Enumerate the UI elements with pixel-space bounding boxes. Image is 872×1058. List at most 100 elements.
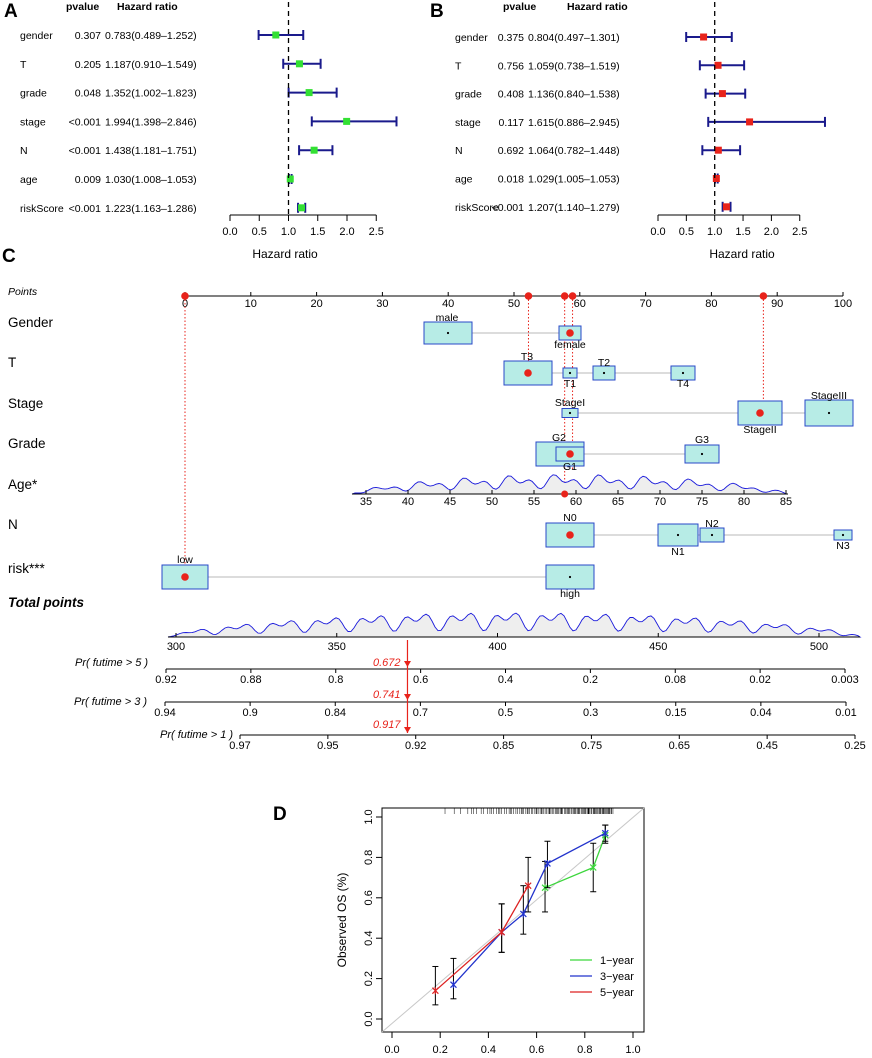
x-tick-label: 0.5 bbox=[252, 226, 267, 238]
probability-tick-label: 0.88 bbox=[240, 674, 261, 686]
row-hazard-ratio: 1.136(0.840–1.538) bbox=[528, 89, 620, 101]
y-tick-label: 0.8 bbox=[363, 850, 375, 865]
category-box-n0-label: N0 bbox=[563, 512, 577, 524]
age-tick-label: 40 bbox=[402, 496, 414, 508]
row-name: N bbox=[455, 145, 463, 157]
age-tick-label: 60 bbox=[570, 496, 582, 508]
x-tick-label: 0.0 bbox=[384, 1044, 399, 1056]
x-tick-label: 0.2 bbox=[433, 1044, 448, 1056]
x-tick-label: 0.6 bbox=[529, 1044, 544, 1056]
row-hazard-ratio: 1.029(1.005–1.053) bbox=[528, 174, 620, 186]
row-hazard-ratio: 0.804(0.497–1.301) bbox=[528, 32, 620, 44]
y-tick-label: 0.6 bbox=[363, 890, 375, 905]
category-dot bbox=[602, 371, 606, 375]
category-dot bbox=[446, 331, 450, 335]
points-tick-label: 20 bbox=[310, 298, 322, 310]
hr-marker bbox=[712, 175, 720, 182]
probability-tick-label: 0.84 bbox=[325, 707, 346, 719]
row-name: grade bbox=[455, 89, 482, 101]
series-line-0 bbox=[544, 834, 606, 889]
x-tick-label: 0.5 bbox=[679, 226, 694, 238]
hazard-ratio-header: Hazard ratio bbox=[117, 1, 178, 13]
x-tick-label: 0.0 bbox=[650, 226, 665, 238]
points-tick-label: 60 bbox=[574, 298, 586, 310]
row-pvalue: <0.001 bbox=[69, 145, 102, 157]
total-points-density bbox=[167, 612, 862, 638]
probability-tick-label: 0.95 bbox=[317, 740, 338, 752]
probability-tick-label: 0.7 bbox=[413, 707, 428, 719]
probability-tick-label: 0.92 bbox=[155, 674, 176, 686]
legend-label: 5−year bbox=[600, 987, 634, 999]
points-label: Points bbox=[8, 286, 38, 298]
hr-marker bbox=[286, 175, 294, 183]
probability-tick-label: 0.97 bbox=[229, 740, 250, 752]
row-pvalue: 0.307 bbox=[75, 30, 101, 42]
pvalue-header: pvalue bbox=[66, 1, 99, 13]
hr-marker bbox=[305, 89, 313, 97]
x-tick-label: 1.0 bbox=[707, 226, 722, 238]
age-density bbox=[351, 474, 788, 495]
x-tick-label: 1.0 bbox=[281, 226, 296, 238]
row-name: riskScore bbox=[20, 203, 64, 215]
row-hazard-ratio: 1.030(1.008–1.053) bbox=[105, 174, 197, 186]
row-hazard-ratio: 1.438(1.181–1.751) bbox=[105, 145, 197, 157]
hr-marker bbox=[718, 90, 726, 98]
probability-tick-label: 0.25 bbox=[844, 740, 865, 752]
probability-tick-label: 0.01 bbox=[835, 707, 856, 719]
age-tick-label: 55 bbox=[528, 496, 540, 508]
row-hazard-ratio: 1.352(1.002–1.823) bbox=[105, 88, 197, 100]
panel-label-b: B bbox=[430, 1, 444, 22]
x-tick-label: 0.4 bbox=[481, 1044, 496, 1056]
x-tick-label: 2.0 bbox=[339, 226, 354, 238]
probability-tick-label: 0.8 bbox=[328, 674, 343, 686]
legend-label: 1−year bbox=[600, 955, 634, 967]
category-box-n1-label: N1 bbox=[671, 546, 685, 558]
probability-tick-label: 0.3 bbox=[583, 707, 598, 719]
age-tick-label: 75 bbox=[696, 496, 708, 508]
row-hazard-ratio: 0.783(0.489–1.252) bbox=[105, 30, 197, 42]
selected-category-marker bbox=[566, 531, 574, 539]
row-pvalue: 0.009 bbox=[75, 174, 101, 186]
pvalue-header: pvalue bbox=[503, 1, 536, 13]
data-point bbox=[524, 882, 532, 890]
points-tick-label: 40 bbox=[442, 298, 454, 310]
probability-tick-label: 0.75 bbox=[581, 740, 602, 752]
category-box-stage1-label: StageI bbox=[555, 397, 585, 409]
points-tick-label: 100 bbox=[834, 298, 852, 310]
category-dot bbox=[841, 533, 845, 537]
category-dot bbox=[681, 371, 685, 375]
y-tick-label: 0.0 bbox=[363, 1011, 375, 1026]
probability-tick-label: 0.2 bbox=[583, 674, 598, 686]
row-pvalue: 0.048 bbox=[75, 88, 101, 100]
prediction-arrow-head bbox=[403, 694, 411, 700]
y-tick-label: 0.2 bbox=[363, 971, 375, 986]
calibration-plot: 0.0 0.2 0.4 0.6 0.8 1.0 0.0 0.2 0.4 0.6 0.8 1.0 Obse… bbox=[335, 807, 645, 1056]
y-tick-label: 0.4 bbox=[363, 931, 375, 946]
total-tick-label: 350 bbox=[328, 641, 346, 653]
row-hazard-ratio: 1.059(0.738–1.519) bbox=[528, 60, 620, 72]
variable-label-grade: Grade bbox=[8, 436, 46, 451]
row-name: age bbox=[455, 174, 473, 186]
x-axis-title: Hazard ratio bbox=[252, 247, 318, 261]
variable-label-risk: risk*** bbox=[8, 561, 46, 576]
x-tick-label: 1.5 bbox=[310, 226, 325, 238]
points-tick-label: 70 bbox=[639, 298, 651, 310]
row-hazard-ratio: 1.615(0.886–2.945) bbox=[528, 117, 620, 129]
row-pvalue: <0.001 bbox=[69, 116, 102, 128]
row-name: N bbox=[20, 145, 28, 157]
x-tick-label: 2.5 bbox=[792, 226, 807, 238]
hr-marker bbox=[700, 33, 708, 41]
probability-tick-label: 0.85 bbox=[493, 740, 514, 752]
ideal-diagonal bbox=[381, 807, 645, 1033]
total-tick-label: 500 bbox=[810, 641, 828, 653]
selected-category-marker bbox=[524, 369, 532, 377]
category-box-n3-label: N3 bbox=[836, 540, 850, 552]
age-tick-label: 35 bbox=[360, 496, 372, 508]
hazard-ratio-header: Hazard ratio bbox=[567, 1, 628, 13]
points-tick-label: 90 bbox=[771, 298, 783, 310]
probability-tick-label: 0.02 bbox=[749, 674, 770, 686]
category-box-t1-label: T1 bbox=[564, 378, 576, 390]
category-box-n2-label: N2 bbox=[705, 518, 719, 530]
x-tick-label: 2.0 bbox=[764, 226, 779, 238]
